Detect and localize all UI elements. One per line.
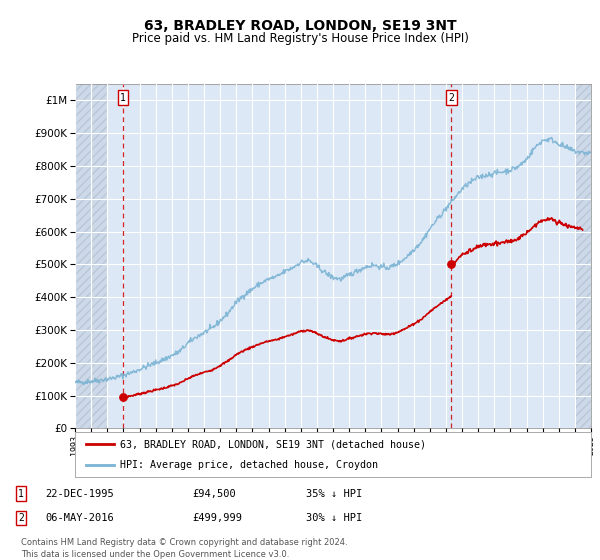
Text: HPI: Average price, detached house, Croydon: HPI: Average price, detached house, Croy… [121,460,379,470]
Text: 35% ↓ HPI: 35% ↓ HPI [306,489,362,499]
Text: 63, BRADLEY ROAD, LONDON, SE19 3NT (detached house): 63, BRADLEY ROAD, LONDON, SE19 3NT (deta… [121,440,427,450]
Bar [575,84,591,428]
Text: 06-MAY-2016: 06-MAY-2016 [45,513,114,523]
Text: £499,999: £499,999 [192,513,242,523]
Text: 1: 1 [120,92,126,102]
Text: 1: 1 [18,489,24,499]
Point [118,393,128,402]
Text: Contains HM Land Registry data © Crown copyright and database right 2024.: Contains HM Land Registry data © Crown c… [21,538,347,547]
Text: 2: 2 [448,92,454,102]
Text: 30% ↓ HPI: 30% ↓ HPI [306,513,362,523]
Text: 22-DEC-1995: 22-DEC-1995 [45,489,114,499]
Text: £94,500: £94,500 [192,489,236,499]
Text: Price paid vs. HM Land Registry's House Price Index (HPI): Price paid vs. HM Land Registry's House … [131,32,469,45]
Text: This data is licensed under the Open Government Licence v3.0.: This data is licensed under the Open Gov… [21,550,289,559]
Point [446,260,456,269]
Text: 63, BRADLEY ROAD, LONDON, SE19 3NT: 63, BRADLEY ROAD, LONDON, SE19 3NT [143,19,457,33]
Text: 2: 2 [18,513,24,523]
Bar [75,84,107,428]
